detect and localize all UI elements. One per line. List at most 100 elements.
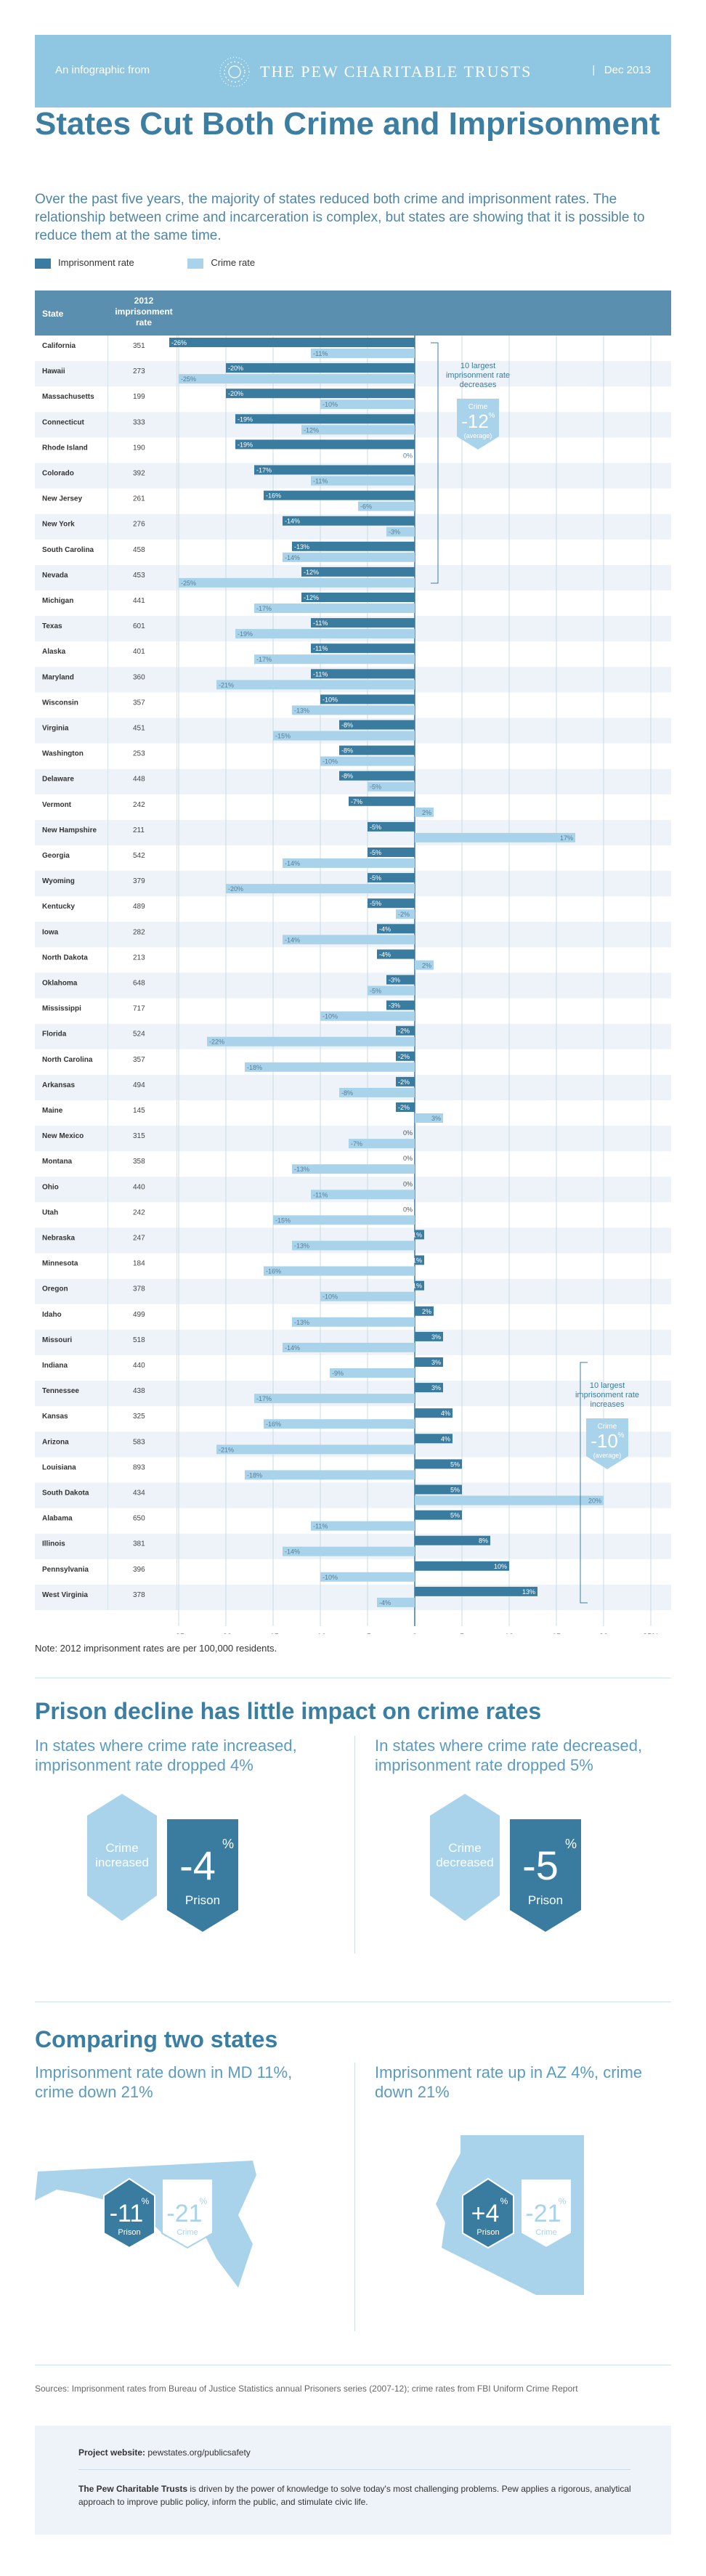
crime-value-label: -10% — [322, 1293, 338, 1301]
row-rate-label: 145 — [133, 1107, 145, 1115]
prison-bar — [396, 1102, 415, 1112]
crime-pentagon-label: Crime increased — [95, 1841, 149, 1869]
section3-graphic: -11% Prison -21% Crime +4 % Prison -21% Crime — [35, 2135, 584, 2295]
crime-bar — [311, 1521, 415, 1531]
row-rate-label: 378 — [133, 1285, 145, 1293]
crime-badge — [520, 2178, 572, 2249]
row-state-label: Kentucky — [42, 903, 75, 911]
crime-badge-value: -21 — [166, 2200, 202, 2227]
crime-value-label: -11% — [313, 478, 328, 485]
crime-bar — [415, 1113, 443, 1123]
prison-value-label: -12% — [304, 594, 319, 601]
row-rate-label: 524 — [133, 1031, 145, 1039]
crime-bar — [339, 1087, 415, 1097]
crime-value-label: 3% — [431, 1115, 441, 1122]
row-state-label: New Hampshire — [42, 826, 97, 834]
prison-pentagon-value: -4 — [179, 1842, 216, 1888]
crime-value-label: 0% — [403, 452, 413, 459]
crime-bar — [320, 1291, 415, 1301]
row-state-label: New Jersey — [42, 495, 82, 503]
crime-bar — [283, 858, 415, 868]
crime-bar — [377, 1597, 415, 1607]
prison-bar — [415, 1383, 443, 1393]
row-rate-label: 453 — [133, 572, 145, 580]
section3-heading: Comparing two states — [35, 2026, 278, 2052]
crime-value-label: 17% — [560, 834, 573, 842]
row-state-label: Ohio — [42, 1183, 59, 1191]
prison-value-label: -5% — [370, 824, 381, 831]
crime-badge-label: Crime — [176, 2228, 198, 2237]
prison-badge-value: +4 — [471, 2200, 500, 2227]
prison-value-label: 2% — [422, 1308, 431, 1315]
crime-bar — [283, 1546, 415, 1556]
prison-value-label: -20% — [228, 390, 243, 397]
footer-divider — [78, 2469, 630, 2470]
callout-group: 10 largest imprisonment rate increases Crim… — [575, 1362, 639, 1604]
row-rate-label: 542 — [133, 852, 145, 860]
prison-bar — [254, 465, 415, 475]
website-link[interactable]: pewstates.org/publicsafety — [147, 2447, 251, 2458]
section3-divider — [354, 2063, 355, 2331]
row-state-label: Maine — [42, 1107, 63, 1115]
row-rate-label: 438 — [133, 1387, 145, 1395]
prison-badge-pct: % — [500, 2196, 508, 2206]
crime-bar — [283, 1342, 415, 1352]
crime-value-label: -22% — [209, 1039, 224, 1046]
header-from: An infographic from — [55, 64, 150, 76]
callout-bracket — [580, 1362, 588, 1604]
crime-value-label: -20% — [228, 885, 243, 893]
callout-badge-title: Crime — [468, 403, 488, 411]
prison-bar — [368, 821, 415, 832]
crime-pentagon-label: Crime decreased — [436, 1841, 493, 1869]
prison-value-label: -2% — [398, 1104, 410, 1111]
callout-badge-title: Crime — [598, 1423, 617, 1431]
crime-bar — [320, 1572, 415, 1582]
crime-value-label: -13% — [294, 1166, 309, 1173]
crime-value-label: -12% — [304, 426, 319, 434]
x-tick-label: -25 — [173, 1633, 184, 1634]
prison-bar — [415, 1331, 443, 1341]
row-rate-label: 434 — [133, 1490, 145, 1498]
crime-bar — [283, 935, 415, 945]
crime-value-label: -5% — [370, 784, 381, 791]
prison-value-label: 1% — [413, 1257, 422, 1264]
crime-value-label: -14% — [285, 1344, 300, 1352]
row-rate-label: 458 — [133, 546, 145, 554]
x-tick-label: 0 — [413, 1633, 417, 1634]
row-rate-label: 499 — [133, 1311, 145, 1319]
prison-value-label: -4% — [379, 925, 391, 933]
crime-bar — [207, 1036, 415, 1047]
x-tick-label: 5 — [460, 1633, 464, 1634]
column-divider — [176, 336, 177, 1610]
row-state-label: Pennsylvania — [42, 1566, 89, 1574]
prison-pentagon-label: Prison — [185, 1893, 220, 1907]
row-state-label: Rhode Island — [42, 444, 88, 452]
prison-bar — [415, 1535, 490, 1545]
prison-bar — [235, 414, 415, 424]
prison-value-label: -8% — [341, 722, 353, 729]
callout-bracket — [431, 342, 439, 584]
crime-bar — [245, 1470, 415, 1480]
x-tick-label: -20 — [220, 1633, 232, 1634]
prison-value-label: -11% — [313, 670, 328, 678]
crime-value-label: 20% — [588, 1498, 601, 1505]
prison-value-label: 3% — [431, 1333, 441, 1341]
crime-bar — [292, 1317, 415, 1327]
row-rate-label: 648 — [133, 980, 145, 988]
callout-badge-pct: % — [618, 1431, 625, 1439]
crime-bar — [235, 629, 415, 639]
prison-value-label: 10% — [494, 1563, 507, 1570]
prison-bar — [396, 1051, 415, 1061]
row-state-label: Louisiana — [42, 1463, 76, 1471]
row-state-label: New York — [42, 521, 75, 529]
crime-bar — [226, 884, 415, 894]
row-rate-label: 357 — [133, 699, 145, 707]
prison-bar — [368, 848, 415, 857]
project-website: Project website: pewstates.org/publicsaf… — [78, 2447, 251, 2458]
row-rate-label: 583 — [133, 1438, 145, 1446]
section2-heading: Prison decline has little impact on crim… — [35, 1698, 542, 1724]
crime-value-label: -10% — [322, 1574, 338, 1581]
crime-value-label: 2% — [422, 962, 431, 969]
prison-bar — [311, 643, 415, 654]
prison-value-label: -4% — [379, 951, 391, 958]
